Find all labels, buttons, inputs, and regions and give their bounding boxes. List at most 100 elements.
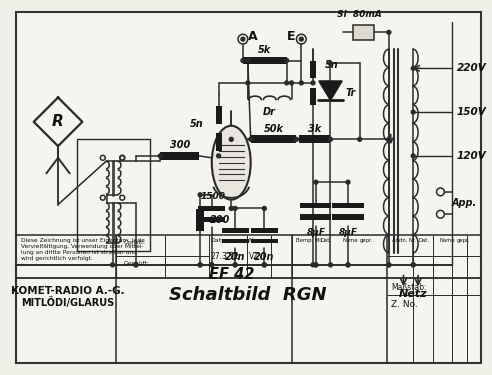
Circle shape (411, 154, 415, 158)
Circle shape (241, 58, 245, 63)
Bar (196, 209, 204, 231)
Circle shape (411, 66, 415, 70)
Text: Si  80mA: Si 80mA (338, 10, 382, 19)
Text: gepr.: gepr. (457, 238, 470, 243)
Circle shape (285, 81, 289, 85)
Text: Z. No.: Z. No. (391, 300, 418, 309)
Circle shape (158, 154, 162, 158)
Text: Netz: Netz (399, 289, 428, 299)
Text: Bemp. Mil.: Bemp. Mil. (297, 238, 324, 243)
Circle shape (216, 154, 220, 158)
Text: KOMET-RADIO A.-G.: KOMET-RADIO A.-G. (11, 286, 124, 296)
Text: Tr: Tr (345, 88, 355, 98)
Text: Maßstab:: Maßstab: (391, 283, 426, 292)
Circle shape (346, 180, 350, 184)
Circle shape (210, 263, 214, 267)
Circle shape (411, 263, 415, 267)
Text: E: E (287, 30, 296, 43)
Text: 8μF: 8μF (307, 228, 325, 237)
Circle shape (358, 137, 362, 141)
Circle shape (329, 263, 333, 267)
Text: Ändn. Nr.: Ändn. Nr. (392, 238, 416, 243)
Circle shape (246, 58, 250, 63)
Text: Name: Name (439, 238, 455, 243)
Text: 150V: 150V (457, 107, 487, 117)
Bar (243, 57, 287, 64)
Circle shape (311, 263, 315, 267)
Circle shape (311, 81, 315, 85)
Circle shape (233, 207, 237, 210)
Circle shape (262, 207, 266, 210)
Text: 1500: 1500 (201, 192, 226, 201)
Circle shape (387, 263, 391, 267)
Circle shape (229, 137, 233, 141)
Circle shape (198, 263, 202, 267)
Circle shape (198, 263, 202, 267)
Bar (221, 228, 249, 233)
Bar (310, 60, 316, 78)
Text: gepr.: gepr. (360, 238, 373, 243)
Text: lung an dritte Personen ist strafbar und: lung an dritte Personen ist strafbar und (21, 250, 137, 255)
Text: Name: Name (249, 238, 267, 243)
Circle shape (290, 81, 294, 85)
Circle shape (229, 207, 233, 210)
Circle shape (249, 137, 253, 141)
Circle shape (346, 263, 350, 267)
Circle shape (210, 263, 214, 267)
Text: 3k: 3k (308, 124, 322, 134)
Text: Datum: Datum (211, 238, 232, 243)
Text: EF 42: EF 42 (209, 267, 254, 282)
Circle shape (111, 263, 115, 267)
Text: Dat.: Dat. (321, 238, 332, 243)
Circle shape (387, 137, 391, 141)
Text: Vervielfältigung, Verwendung oder Mittei-: Vervielfältigung, Verwendung oder Mittei… (21, 244, 144, 249)
Circle shape (329, 137, 333, 141)
Circle shape (246, 81, 250, 85)
Text: Dat.: Dat. (418, 238, 429, 243)
Circle shape (241, 37, 245, 41)
Circle shape (134, 263, 138, 267)
Circle shape (387, 30, 391, 34)
Text: 5k: 5k (258, 45, 272, 55)
Bar (160, 152, 199, 160)
Bar (300, 214, 332, 220)
Circle shape (262, 263, 266, 267)
Circle shape (233, 263, 237, 267)
Text: 8μF: 8μF (338, 228, 358, 237)
Text: Diese Zeichnung ist unser Eigentum. Jede: Diese Zeichnung ist unser Eigentum. Jede (21, 238, 145, 243)
Circle shape (387, 263, 391, 267)
Text: Geprüft:: Geprüft: (123, 261, 149, 266)
Text: Dr: Dr (263, 107, 276, 117)
Circle shape (314, 180, 318, 184)
Bar (299, 135, 331, 143)
Circle shape (198, 193, 202, 197)
Text: 50k: 50k (264, 124, 283, 134)
Text: 200: 200 (210, 215, 230, 225)
Circle shape (314, 263, 318, 267)
Text: 5n: 5n (325, 60, 338, 70)
Bar (310, 88, 316, 105)
Circle shape (295, 137, 298, 141)
Circle shape (134, 263, 138, 267)
Circle shape (314, 263, 318, 267)
Circle shape (346, 263, 350, 267)
Text: 5n: 5n (190, 119, 204, 129)
Text: 20n: 20n (254, 252, 275, 262)
Text: Constr.: Constr. (123, 240, 145, 245)
Bar (333, 214, 364, 220)
Polygon shape (319, 81, 342, 100)
Text: Name: Name (342, 238, 358, 243)
Text: Schaltbild  RGN: Schaltbild RGN (169, 286, 327, 304)
Bar (251, 238, 278, 243)
Text: 300: 300 (170, 140, 190, 150)
Bar (215, 134, 221, 151)
Bar (78, 140, 151, 251)
Text: 20n: 20n (225, 252, 246, 262)
Bar (251, 135, 297, 143)
Text: App.: App. (452, 198, 477, 208)
Ellipse shape (212, 126, 251, 200)
Bar (300, 202, 332, 208)
Text: VZ: VZ (249, 252, 259, 261)
Bar (215, 106, 221, 124)
Text: A: A (248, 30, 257, 43)
